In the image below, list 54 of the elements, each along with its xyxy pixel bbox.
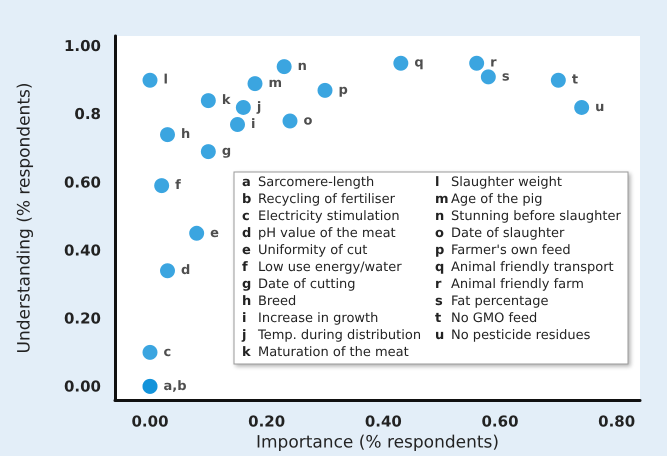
annotation: u No pesticide residues bbox=[435, 328, 591, 343]
data-label: t bbox=[572, 72, 578, 88]
x-tick-label: 0.20 bbox=[248, 412, 286, 430]
annotation: s Fat percentage bbox=[435, 294, 548, 309]
annotation: j Temp. during distribution bbox=[241, 328, 422, 343]
annotation: g Date of cutting bbox=[242, 277, 356, 292]
data-label: r bbox=[490, 56, 498, 71]
y-tick-label: 0.60 bbox=[64, 173, 101, 192]
data-label: e bbox=[210, 226, 220, 241]
annotation: a Sarcomere-length bbox=[242, 175, 374, 190]
x-tick-label: 0.80 bbox=[598, 412, 636, 430]
data-label: g bbox=[222, 144, 232, 160]
annotation: q Animal friendly transport bbox=[435, 260, 614, 275]
data-label: u bbox=[595, 100, 604, 115]
data-label: i bbox=[251, 116, 256, 132]
y-tick-label: 0.20 bbox=[64, 309, 101, 328]
data-label: a,b bbox=[164, 378, 187, 394]
y-tick-label: 0.8 bbox=[74, 105, 101, 124]
y-tick-label: 0.00 bbox=[64, 377, 101, 396]
annotation: e Uniformity of cut bbox=[242, 243, 368, 258]
data-label: k bbox=[222, 93, 231, 108]
annotation: r Animal friendly farm bbox=[435, 277, 584, 292]
data-label: j bbox=[256, 100, 262, 115]
data-label: o bbox=[304, 114, 312, 129]
annotation: d pH value of the meat bbox=[242, 226, 396, 241]
annotation: p Farmer's own feed bbox=[435, 243, 571, 258]
x-tick-label: 0.00 bbox=[131, 412, 169, 430]
annotation: n Stunning before slaughter bbox=[435, 209, 622, 224]
data-label: h bbox=[181, 127, 190, 142]
x-tick-label: 0.60 bbox=[481, 412, 519, 430]
data-label: p bbox=[338, 82, 348, 98]
y-axis-title: Understanding (% respondents) bbox=[14, 82, 34, 354]
annotation: c Electricity stimulation bbox=[242, 209, 400, 224]
y-tick-label: 0.40 bbox=[64, 241, 101, 260]
x-axis-title: Importance (% respondents) bbox=[256, 432, 500, 452]
annotation: h Breed bbox=[242, 294, 296, 309]
data-label: m bbox=[268, 76, 282, 92]
annotation: i Increase in growth bbox=[242, 311, 378, 326]
annotation: k Maturation of the meat bbox=[242, 345, 409, 360]
data-label: q bbox=[414, 56, 424, 71]
y-tick-label: 1.00 bbox=[64, 37, 101, 56]
data-label: s bbox=[502, 69, 510, 84]
data-label: l bbox=[164, 72, 168, 88]
data-label: d bbox=[181, 263, 190, 278]
data-label: f bbox=[175, 178, 182, 194]
x-tick-label: 0.40 bbox=[364, 412, 402, 430]
annotation: f Low use energy/water bbox=[242, 260, 402, 275]
annotation: l Slaughter weight bbox=[435, 175, 562, 190]
annotation: t No GMO feed bbox=[435, 311, 538, 326]
annotation: o Date of slaughter bbox=[435, 226, 566, 241]
data-label: n bbox=[298, 59, 307, 74]
annotation: b Recycling of fertiliser bbox=[242, 192, 396, 207]
annotation: m Age of the pig bbox=[435, 192, 543, 207]
data-label: c bbox=[164, 344, 172, 360]
